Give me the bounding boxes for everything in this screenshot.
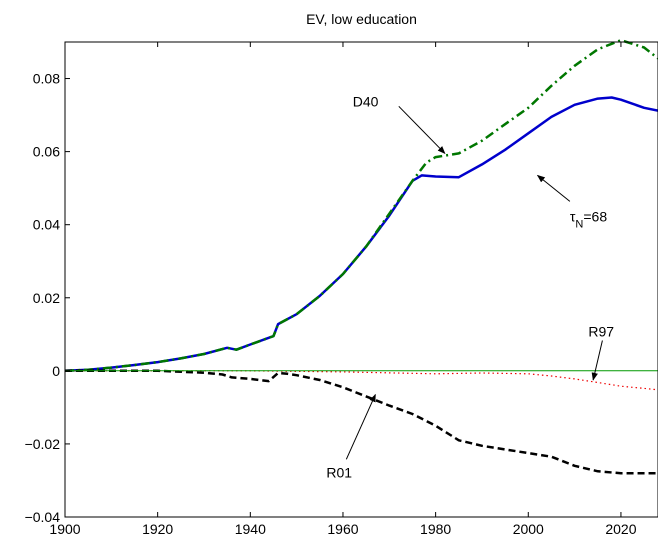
series-line-D40 (64, 38, 658, 373)
ticks-layer: 1900 1920 1940 1960 1980 2000 2020 −0.04 −0.02 0 0… (25, 42, 637, 537)
annotation-arrow-tauN (536, 174, 571, 202)
y-tick-label: 0.06 (33, 144, 60, 160)
chart-title: EV, low education (306, 11, 417, 27)
x-tick-label: 2000 (513, 521, 544, 537)
y-tick-label: 0.04 (33, 217, 60, 233)
annotation-arrow-R01 (345, 393, 376, 460)
annotation-arrow-R97 (591, 340, 603, 381)
annotation-layer: D40 τN=68 R97 R01 (326, 93, 614, 480)
x-tick-label: 1940 (235, 521, 266, 537)
series-line-R97 (65, 370, 658, 391)
annotation-arrow-D40 (398, 105, 446, 155)
x-tick-label: 1980 (420, 521, 451, 537)
x-tick-label: 1900 (49, 521, 80, 537)
series-line-R01 (65, 369, 658, 475)
plot-frame (64, 41, 658, 518)
series-layer (64, 38, 658, 475)
x-tick-label: 1960 (327, 521, 358, 537)
y-tick-label: −0.04 (25, 509, 61, 525)
x-tick-label: 1920 (142, 521, 173, 537)
y-tick-label: −0.02 (25, 436, 61, 452)
y-tick-label: 0.08 (33, 71, 60, 87)
y-tick-label: 0 (52, 363, 60, 379)
annotation-label-R01: R01 (326, 464, 352, 480)
annotation-label-R97: R97 (588, 323, 614, 339)
series-line-N68 (64, 96, 658, 373)
annotation-label-tauN: τN=68 (570, 208, 607, 230)
x-tick-label: 2020 (605, 521, 636, 537)
y-tick-label: 0.02 (33, 290, 60, 306)
annotation-label-D40: D40 (353, 93, 379, 109)
